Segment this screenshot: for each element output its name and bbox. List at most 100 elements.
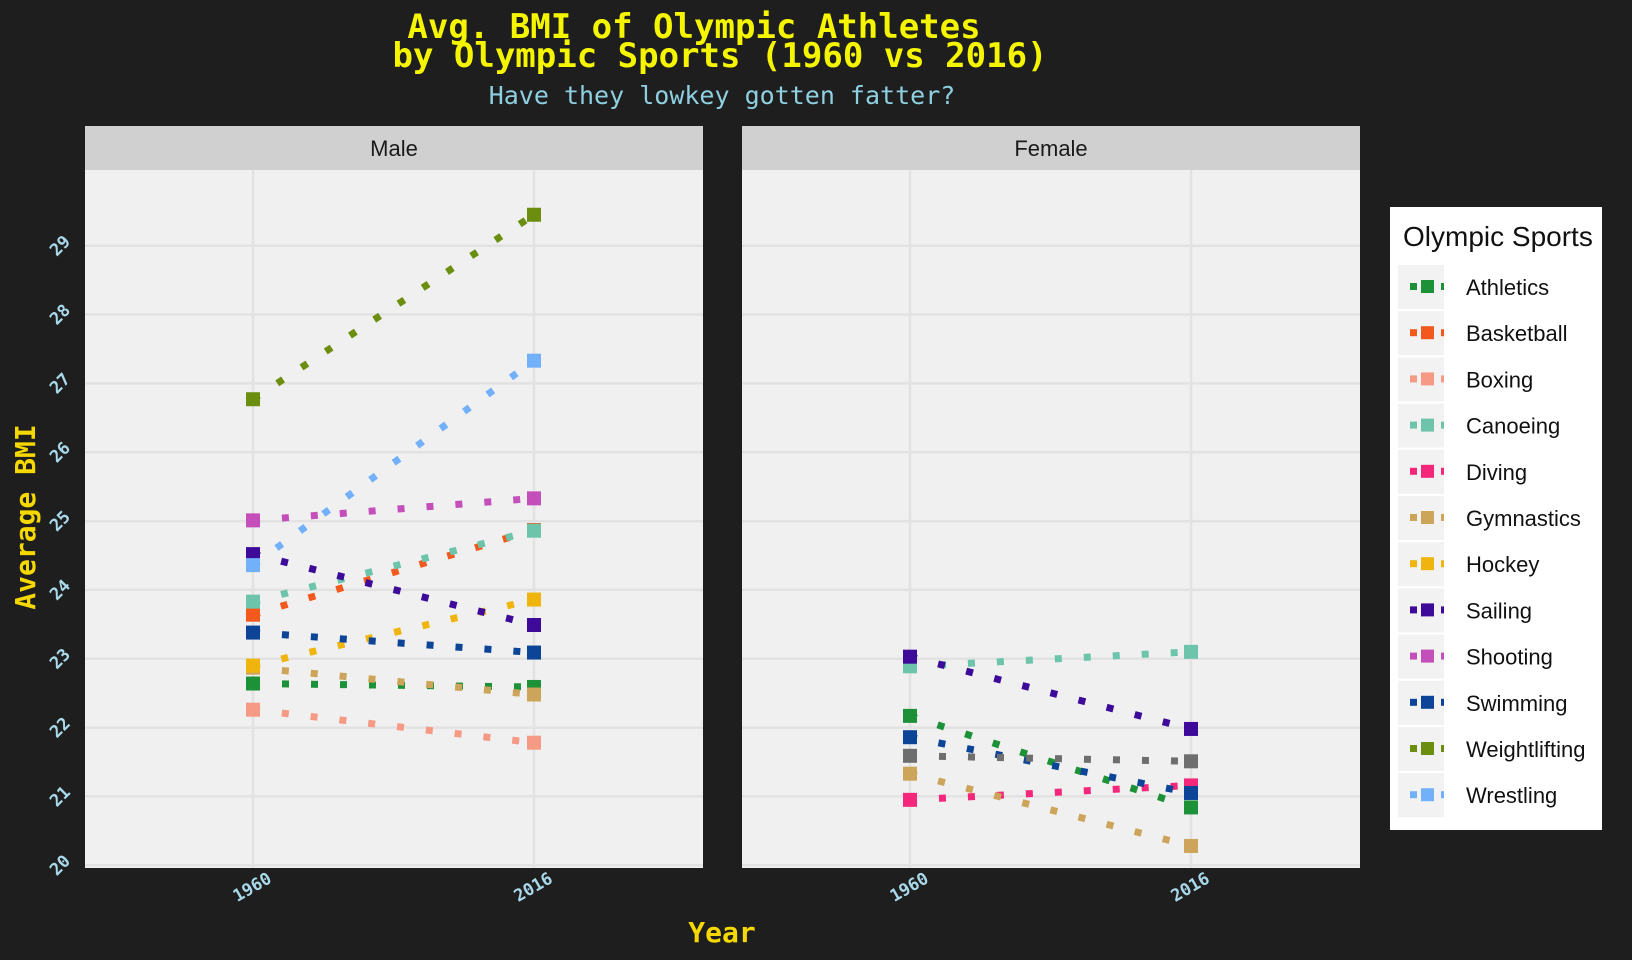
y-tick-label: 20 xyxy=(46,851,75,880)
legend-key-dash xyxy=(1410,698,1417,706)
panel-background xyxy=(85,170,703,868)
legend-label: Sailing xyxy=(1466,598,1532,623)
legend-key-dash xyxy=(1410,283,1417,290)
point-swimming-1960 xyxy=(246,625,260,640)
legend-key-dash xyxy=(1410,560,1417,568)
point-hockey-1960 xyxy=(246,658,260,673)
point-boxing-2016 xyxy=(527,735,541,750)
legend-key-dash-end xyxy=(1441,514,1444,521)
series-line-sailing xyxy=(909,653,1192,733)
legend-key-dash-end xyxy=(1441,606,1444,614)
legend-key-dash xyxy=(1410,791,1417,799)
series-hockey xyxy=(246,592,541,673)
y-tick-label: 21 xyxy=(46,783,75,812)
legend-label: Boxing xyxy=(1466,367,1533,392)
legend-label: Shooting xyxy=(1466,645,1553,670)
x-axis-title: Year xyxy=(688,916,755,949)
legend-key-marker xyxy=(1421,603,1434,617)
panel-male: Male xyxy=(85,126,703,868)
x-tick-label: 1960 xyxy=(230,869,275,907)
point-weightlifting-2016 xyxy=(527,207,541,222)
series-wrestling xyxy=(246,353,541,573)
legend-item-swimming: Swimming xyxy=(1398,680,1567,725)
series-line-gymnastics xyxy=(252,664,535,699)
legend-item-weightlifting: Weightlifting xyxy=(1398,727,1585,771)
legend-label: Wrestling xyxy=(1466,783,1557,808)
legend-key xyxy=(1398,727,1444,771)
legend-label: Athletics xyxy=(1466,275,1549,300)
legend-item-basketball: Basketball xyxy=(1398,311,1568,356)
legend-key-dash-end xyxy=(1441,560,1444,568)
legend-key-dash-end xyxy=(1441,652,1444,660)
series-shooting xyxy=(246,491,541,528)
y-axis-title: Average BMI xyxy=(9,424,42,609)
legend-items: Athletics Basketball Boxing Canoeing Diving G… xyxy=(1398,265,1585,818)
series-line-gymnastics xyxy=(909,770,1192,850)
y-tick-label: 29 xyxy=(46,232,75,261)
legend-item-shooting: Shooting xyxy=(1398,634,1553,679)
legend-key-marker xyxy=(1421,511,1434,524)
legend-key-marker xyxy=(1421,326,1434,340)
point-athletics-2016 xyxy=(1184,800,1198,815)
point-gymnastics-1960 xyxy=(903,766,917,781)
point-boxing-1960 xyxy=(246,702,260,717)
panel-strip-label: Male xyxy=(370,136,418,161)
point-wrestling-1960 xyxy=(246,558,260,573)
legend-key-dash-end xyxy=(1441,698,1444,706)
series-line-basketball xyxy=(251,526,536,619)
legend-key-dash xyxy=(1410,745,1417,752)
y-tick-label: 22 xyxy=(46,714,75,743)
point-swimming-1960 xyxy=(903,730,917,745)
legend-key-dash-end xyxy=(1441,375,1444,383)
panels-layer: Male Female xyxy=(85,126,1360,868)
x-tick-label: 2016 xyxy=(511,869,556,907)
series-line-shooting xyxy=(252,494,535,524)
panel-strip xyxy=(85,126,703,170)
point-canoeing-1960 xyxy=(246,594,260,609)
y-tick-label: 25 xyxy=(46,507,75,536)
legend-item-wrestling: Wrestling xyxy=(1398,773,1557,818)
series-line-athletics xyxy=(252,680,535,691)
series-line-unlabeled xyxy=(909,752,1192,765)
series-athletics xyxy=(903,708,1198,815)
point-canoeing-2016 xyxy=(1184,644,1198,659)
legend-key-dash-end xyxy=(1441,329,1444,337)
series-diving xyxy=(903,778,1198,807)
legend-item-sailing: Sailing xyxy=(1398,588,1532,633)
series-gymnastics xyxy=(903,766,1198,853)
legend-key xyxy=(1398,588,1444,633)
legend-key-marker xyxy=(1421,418,1434,432)
point-unlabeled-2016 xyxy=(1184,754,1198,769)
series-line-athletics xyxy=(908,712,1193,811)
legend-label: Weightlifting xyxy=(1466,737,1585,762)
point-sailing-1960 xyxy=(903,649,917,664)
panel-strip-label: Female xyxy=(1014,136,1087,161)
panel-female: Female xyxy=(742,126,1360,868)
series-sailing xyxy=(246,547,541,633)
x-axis: 1960 2016 1960 2016 xyxy=(230,869,1213,907)
point-gymnastics-2016 xyxy=(1184,838,1198,853)
point-shooting-1960 xyxy=(246,513,260,528)
legend-key-dash xyxy=(1410,467,1417,475)
legend-key-marker xyxy=(1421,649,1434,663)
legend-key-marker xyxy=(1421,280,1434,293)
legend-key-dash xyxy=(1410,375,1417,383)
legend-key xyxy=(1398,680,1444,725)
y-axis: 20 21 22 23 24 25 26 27 28 29 xyxy=(46,232,75,880)
legend-key-dash xyxy=(1410,514,1417,521)
legend-key xyxy=(1398,634,1444,679)
panel-background xyxy=(742,170,1360,868)
y-tick-label: 26 xyxy=(46,438,75,467)
series-boxing xyxy=(246,702,541,750)
y-tick-label: 28 xyxy=(46,301,75,330)
chart-title-line2: by Olympic Sports (1960 vs 2016) xyxy=(392,36,1047,76)
y-tick-label: 23 xyxy=(46,645,75,674)
point-athletics-1960 xyxy=(903,708,917,723)
series-canoeing xyxy=(246,523,541,609)
point-sailing-1960 xyxy=(246,547,260,562)
point-swimming-2016 xyxy=(527,645,541,660)
legend-label: Basketball xyxy=(1466,321,1568,346)
x-tick-label: 2016 xyxy=(1168,869,1213,907)
point-unlabeled-1960 xyxy=(903,748,917,763)
